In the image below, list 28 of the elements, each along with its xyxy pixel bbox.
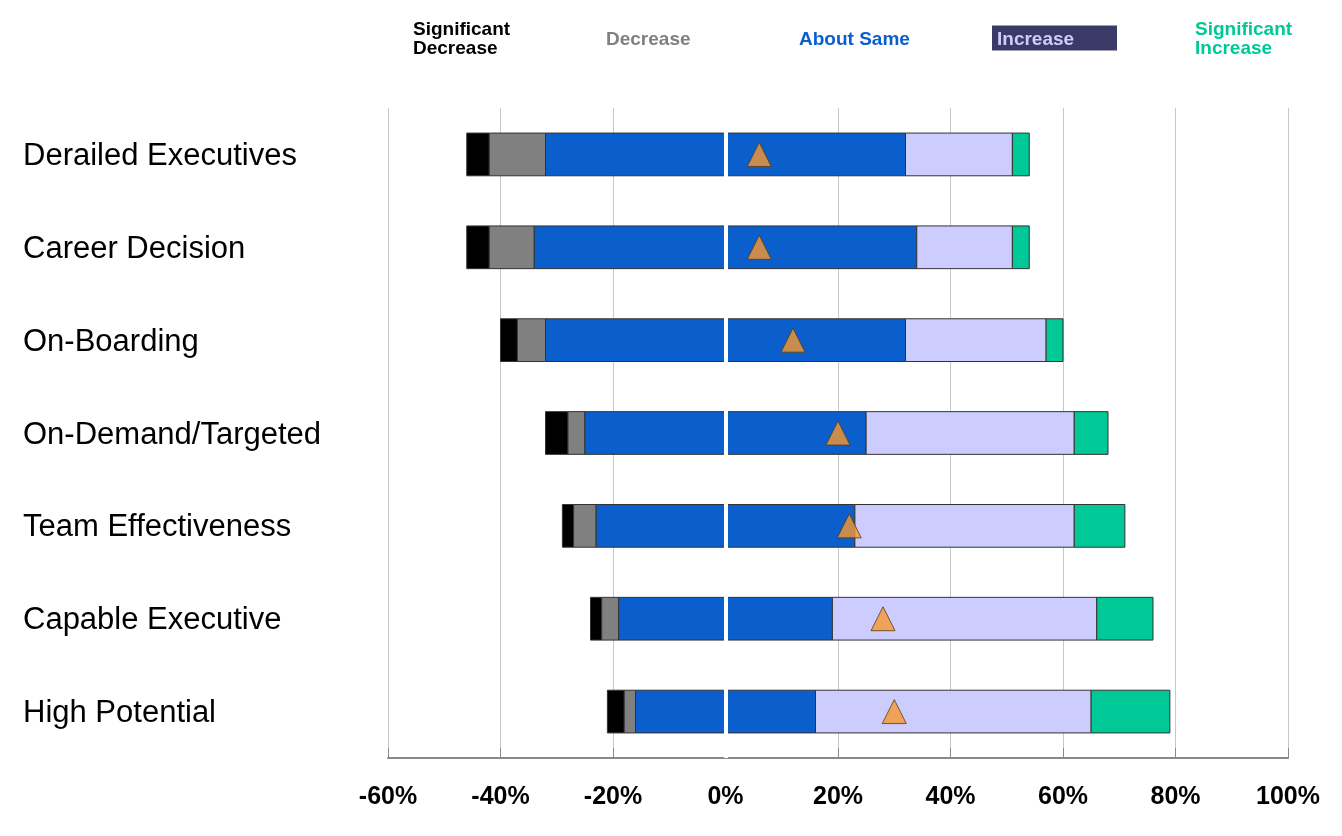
x-tick-label: -40% <box>471 780 530 809</box>
point <box>870 606 896 632</box>
y-tick-label: On-Demand/Targeted <box>23 415 322 451</box>
y-tick-label: High Potential <box>23 694 217 730</box>
x-tick-label: 80% <box>1150 780 1201 809</box>
text: Decrease <box>606 27 691 49</box>
x-tick-label: 0% <box>707 780 744 809</box>
point <box>881 699 907 725</box>
text: About Same <box>799 27 910 49</box>
x-tick-label: 60% <box>1037 780 1089 809</box>
y-tick-label: On-Boarding <box>23 322 199 358</box>
x-tick-label: 20% <box>812 780 864 809</box>
text: Significant Increase <box>1195 18 1298 58</box>
y-tick-label: Derailed Executives <box>23 136 297 172</box>
y-tick-label: Team Effectiveness <box>23 508 292 544</box>
x-tick-label: -20% <box>583 780 643 809</box>
x-tick-label: 40% <box>925 780 976 809</box>
y-tick-label: Capable Executive <box>23 601 282 637</box>
point <box>746 234 772 260</box>
x-tick-label: 100% <box>1256 780 1320 809</box>
point <box>746 141 772 167</box>
text: Significant Decrease <box>413 18 516 58</box>
y-tick-label: Career Decision <box>23 229 246 265</box>
text: Increase <box>997 27 1075 49</box>
x-tick-label: -60% <box>358 780 418 809</box>
point <box>836 513 862 539</box>
point <box>825 420 851 446</box>
point <box>780 327 806 353</box>
